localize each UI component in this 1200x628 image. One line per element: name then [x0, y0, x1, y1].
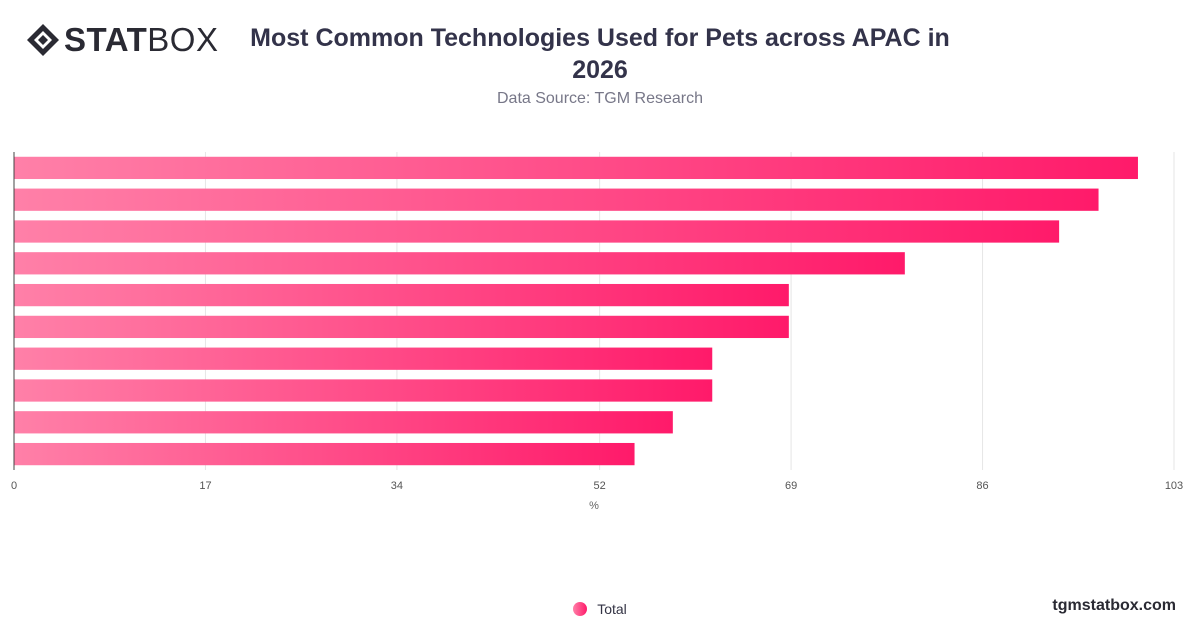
bar[interactable]	[14, 379, 713, 402]
site-url[interactable]: tgmstatbox.com	[1052, 597, 1176, 614]
bar[interactable]	[14, 188, 1099, 211]
bar[interactable]	[14, 156, 1138, 180]
bar[interactable]	[14, 315, 789, 339]
x-tick-label: 103	[1165, 480, 1183, 492]
bar[interactable]	[14, 442, 635, 466]
x-axis-label: %	[589, 500, 599, 512]
x-tick-label: 86	[976, 480, 988, 492]
x-tick-label: 69	[785, 480, 797, 492]
x-tick-label: 34	[391, 480, 403, 492]
legend[interactable]: Total	[0, 601, 1200, 617]
chart-title: Most Common Technologies Used for Pets a…	[250, 24, 950, 84]
axis: 0 17 34 52 69 86 103	[11, 152, 1183, 492]
diamond-logo-icon	[27, 24, 59, 56]
brand-name-strong: STAT	[64, 21, 148, 58]
chart-subtitle: Data Source: TGM Research	[496, 90, 703, 107]
bar[interactable]	[14, 347, 713, 370]
brand-name: STATBOX	[64, 22, 218, 58]
bar[interactable]	[14, 283, 789, 307]
brand-name-light: BOX	[147, 21, 219, 58]
bars	[14, 156, 1138, 466]
bar[interactable]	[14, 252, 905, 275]
legend-label: Total	[597, 601, 627, 617]
circle-marker-icon	[573, 602, 588, 616]
x-tick-label: 52	[594, 480, 606, 492]
x-tick-label: 17	[199, 480, 211, 492]
bar[interactable]	[14, 220, 1060, 243]
bar[interactable]	[14, 411, 673, 434]
brand-logo: STATBOX	[26, 22, 218, 58]
x-tick-label: 0	[11, 480, 17, 492]
